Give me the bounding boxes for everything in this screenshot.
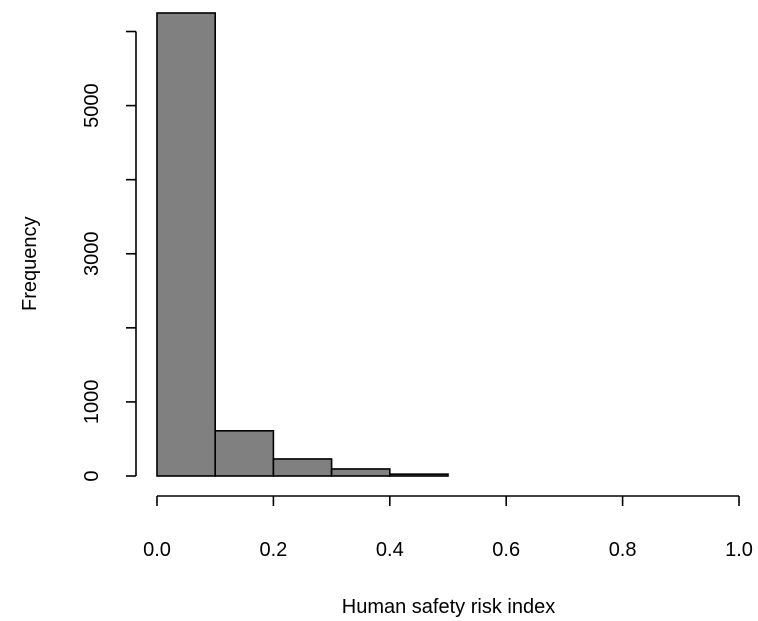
x-tick-label: 0.8 (609, 539, 637, 561)
y-axis: 0 1000 3000 5000 (81, 30, 137, 482)
x-tick-label: 0.4 (376, 539, 404, 561)
x-tick-label: 0.0 (143, 539, 171, 561)
y-tick-label: 3000 (81, 232, 103, 277)
y-tick-label: 5000 (81, 83, 103, 128)
x-axis: 0.0 0.2 0.4 0.6 0.8 1.0 (143, 495, 753, 561)
x-tick-label: 0.6 (492, 539, 520, 561)
histogram-bar (388, 473, 449, 477)
x-tick-label: 0.2 (259, 539, 287, 561)
histogram-bar (156, 12, 217, 477)
y-tick-label: 0 (81, 470, 103, 481)
x-axis-title: Human safety risk index (342, 596, 555, 618)
histogram-bar (214, 430, 275, 477)
histogram-bar (330, 468, 391, 477)
y-tick-label: 1000 (81, 380, 103, 425)
y-axis-title: Frequency (19, 217, 41, 312)
bars-group (156, 12, 449, 477)
histogram-bar (272, 458, 333, 477)
x-tick-label: 1.0 (725, 539, 753, 561)
